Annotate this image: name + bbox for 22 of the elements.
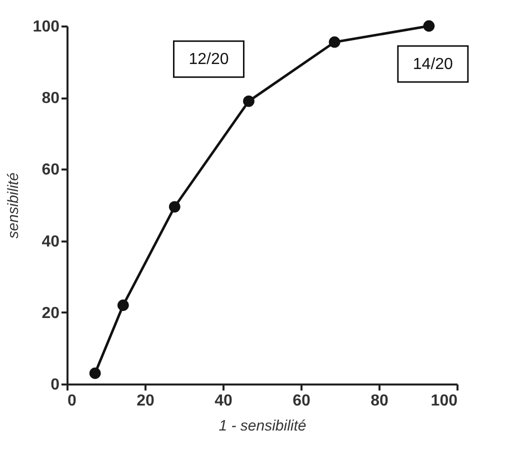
y-tick-label: 40 [42,233,60,250]
x-tick-label: 60 [292,392,310,410]
x-tick-label: 80 [370,392,388,410]
point [328,36,340,48]
annotation: 12/20 [188,51,229,68]
y-tick-label: 0 [50,376,60,394]
point [423,20,435,32]
point [89,368,101,379]
x-tick-label: 100 [430,392,458,410]
annotation: 14/20 [412,56,454,73]
x-tick-label: 0 [68,392,76,410]
x-axis-title: 1 - sensibilité [218,418,306,434]
y-tick-label: 100 [32,18,60,36]
point [117,300,129,311]
y-tick-label: 20 [42,304,60,322]
y-axis-title: sensibilité [4,172,22,238]
point [168,201,180,212]
y-tick-label: 60 [42,162,60,179]
y-tick-label: 80 [42,90,60,108]
x-tick-label: 20 [136,392,154,410]
point [243,95,254,107]
x-tick-label: 40 [214,392,232,410]
